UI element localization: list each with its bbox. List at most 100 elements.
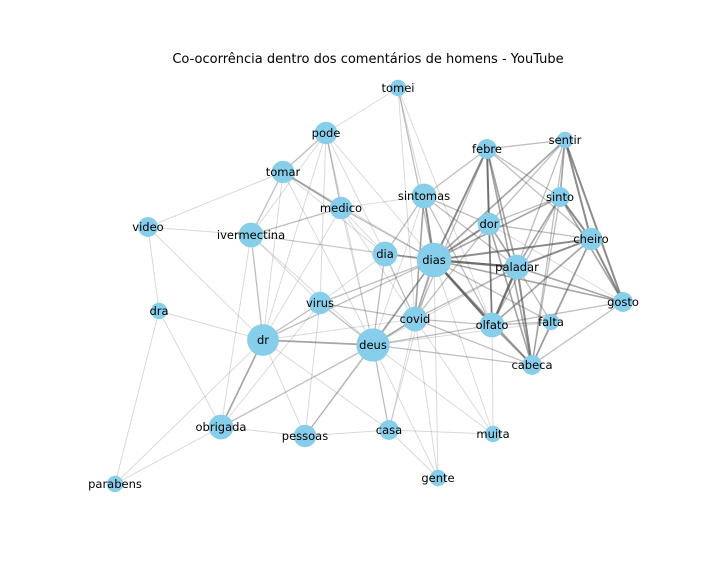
edge-sintomas-deus: [372, 195, 425, 346]
edge-olfato-sintomas: [423, 195, 493, 326]
node-dia: [372, 241, 398, 267]
edge-febre-covid: [414, 148, 488, 320]
edge-deus-cabeca: [372, 344, 533, 366]
node-label-dor: dor: [479, 217, 498, 231]
node-virus: [308, 291, 332, 315]
edge-casa-gente: [388, 429, 439, 479]
edge-febre-sintomas: [423, 148, 488, 197]
node-label-dias: dias: [422, 253, 446, 267]
label-layer: tomei pode febre sentir tomar sintomas sinto me…: [88, 81, 639, 491]
edge-olfato-deus: [372, 324, 493, 346]
edge-pode-tomei: [325, 87, 399, 134]
edge-deus-obrigada: [220, 344, 374, 428]
edge-dias-tomei: [397, 87, 435, 261]
edge-dias-casa: [388, 259, 435, 431]
edge-gente-covid: [414, 318, 439, 479]
edge-dor-gosto: [488, 223, 624, 303]
node-dor: [477, 212, 501, 236]
edge-dias-ivermectina: [250, 234, 435, 261]
edge-cheiro-sentir: [564, 139, 592, 240]
edge-casa-muita: [388, 429, 494, 435]
edge-virus-obrigada: [220, 302, 321, 428]
edge-muita-olfato: [491, 324, 494, 435]
edge-deus-ivermectina: [250, 234, 374, 346]
edge-ivermectina-virus: [250, 234, 321, 304]
edge-medico-pode: [325, 132, 342, 209]
node-label-dr: dr: [257, 333, 269, 347]
node-label-dia: dia: [376, 247, 394, 261]
node-label-pode: pode: [312, 126, 341, 140]
edge-dr-covid: [262, 318, 416, 341]
node-deus: [356, 328, 390, 362]
edge-deus-tomar: [282, 171, 374, 346]
edge-dias-pode: [325, 132, 435, 261]
edge-paladar-sintomas: [423, 195, 518, 268]
node-label-sentir: sentir: [549, 133, 582, 147]
edge-dia-virus: [319, 253, 386, 304]
edge-sentir-dor: [488, 139, 566, 225]
node-dias: [416, 242, 452, 278]
edge-obrigada-parabens: [114, 426, 222, 485]
edge-deus-medico: [340, 207, 374, 346]
edge-olfato-cheiro: [491, 238, 592, 326]
node-falta: [542, 313, 560, 331]
edge-olfato-covid: [414, 318, 493, 326]
edge-video-dra: [147, 226, 160, 312]
edge-obrigada-pessoas: [220, 426, 306, 437]
node-label-gente: gente: [421, 471, 454, 485]
edge-dias-falta: [433, 259, 552, 323]
edge-dr-parabens: [114, 339, 264, 485]
edge-olfato-gosto: [491, 301, 624, 326]
node-label-pessoas: pessoas: [282, 429, 328, 443]
edge-deus-pessoas: [304, 344, 374, 437]
edge-cheiro-febre: [486, 148, 592, 240]
node-sentir: [556, 131, 574, 149]
node-pode: [314, 121, 338, 145]
edge-covid-cabeca: [414, 318, 533, 366]
edge-paladar-sentir: [516, 139, 566, 268]
edge-pessoas-casa: [304, 429, 390, 437]
edge-tomei-olfato: [397, 87, 493, 326]
edge-paladar-covid: [414, 266, 518, 320]
edge-paladar-sinto: [516, 196, 561, 268]
edge-sentir-cabeca: [531, 139, 566, 366]
node-gosto: [613, 292, 633, 312]
node-label-deus: deus: [359, 338, 387, 352]
node-gente: [429, 469, 447, 487]
edge-ivermectina-obrigada: [220, 234, 252, 428]
edge-ivermectina-medico: [250, 207, 342, 236]
node-paladar: [504, 254, 530, 280]
edge-ivermectina-pode: [250, 132, 327, 236]
edge-gosto-cabeca: [531, 301, 624, 366]
edge-dra-parabens: [114, 310, 160, 485]
edge-deus-gente: [372, 344, 439, 479]
edge-sintomas-medico: [340, 195, 425, 209]
node-layer: [106, 79, 633, 493]
node-video: [138, 217, 158, 237]
node-pessoas: [293, 424, 317, 448]
edge-cheiro-falta: [550, 238, 592, 323]
edge-cheiro-gosto: [590, 238, 624, 303]
node-febre: [477, 139, 497, 159]
node-label-virus: virus: [306, 296, 334, 310]
edge-covid-virus: [319, 302, 416, 320]
node-dra: [150, 302, 168, 320]
node-label-febre: febre: [472, 142, 502, 156]
edge-obrigada-dra: [158, 310, 222, 428]
edge-dr-ivermectina: [250, 234, 264, 341]
edge-paladar-cheiro: [516, 238, 592, 268]
edge-dr-dra: [158, 310, 264, 341]
node-label-casa: casa: [376, 423, 402, 437]
edge-layer: [114, 87, 624, 485]
edge-paladar-cabeca: [516, 266, 533, 366]
node-label-medico: medico: [320, 201, 362, 215]
node-tomei: [389, 79, 407, 97]
edge-dor-covid: [414, 223, 490, 320]
node-dr: [247, 324, 279, 356]
edge-pode-dia: [325, 132, 386, 255]
node-label-parabens: parabens: [88, 477, 142, 491]
node-label-tomei: tomei: [381, 81, 414, 95]
edge-dr-video: [147, 226, 264, 341]
node-cheiro: [579, 227, 603, 251]
node-label-covid: covid: [400, 312, 431, 326]
